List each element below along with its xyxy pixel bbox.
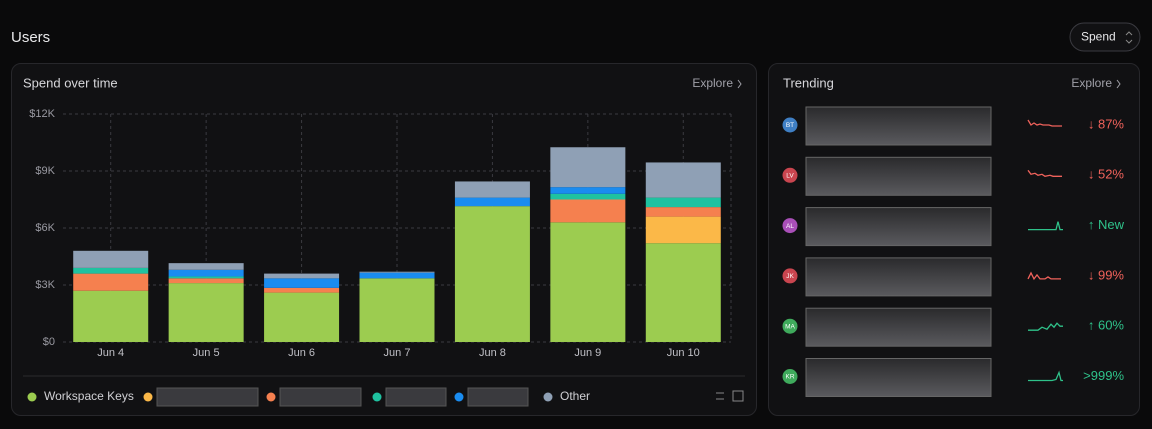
sparkline (1027, 119, 1062, 127)
bar-segment (168, 283, 244, 342)
redacted-label (279, 387, 362, 407)
bar-segment (645, 197, 721, 208)
redacted-name (805, 257, 992, 297)
settings-icon[interactable] (716, 392, 724, 400)
redacted-name (805, 358, 992, 397)
redacted-label (385, 387, 447, 407)
trend-change: >999% (1083, 368, 1124, 383)
x-tick-label: Jun 6 (288, 347, 315, 359)
bar-segment (168, 269, 244, 277)
bar-segment (168, 263, 244, 270)
bar-segment (454, 206, 530, 342)
bar-segment (168, 276, 244, 279)
legend-label: Workspace Keys (44, 389, 134, 403)
bar-segment (264, 287, 340, 293)
avatar-initials: JK (786, 273, 794, 280)
bar-segment (73, 250, 149, 268)
bar-segment (454, 181, 530, 198)
avatar (782, 167, 798, 183)
explore-link[interactable]: Explore (1071, 76, 1112, 90)
bar-segment (645, 162, 721, 198)
legend-swatch (266, 392, 276, 402)
bar-segment (73, 273, 149, 291)
x-tick-label: Jun 4 (97, 347, 124, 359)
sparkline (1028, 221, 1063, 231)
avatar (782, 318, 798, 334)
bar-segment (264, 273, 340, 279)
x-tick-label: Jun 5 (193, 347, 220, 359)
bar-segment (454, 197, 530, 207)
avatar-initials: MA (785, 323, 795, 330)
legend-label: Other (560, 389, 590, 403)
redacted-name (805, 156, 992, 196)
explore-link[interactable]: Explore (692, 76, 733, 90)
redacted-label (467, 387, 529, 407)
trend-change: ↓ 52% (1088, 167, 1125, 182)
legend-swatch (454, 392, 464, 402)
bar-segment (645, 243, 721, 342)
trend-change: ↓ 99% (1088, 267, 1125, 282)
y-tick-label: $12K (29, 108, 55, 120)
y-tick-label: $6K (35, 222, 55, 234)
redacted-name (805, 307, 992, 347)
avatar-initials: BT (786, 122, 794, 129)
trend-change: ↑ 60% (1088, 318, 1125, 333)
avatar (782, 117, 798, 133)
bar-segment (73, 267, 149, 274)
redacted-name (805, 207, 992, 247)
avatar (782, 369, 798, 384)
avatar-initials: KR (785, 374, 794, 381)
y-tick-label: $9K (35, 165, 55, 177)
legend-swatch (372, 392, 382, 402)
legend-swatch (543, 392, 553, 402)
y-tick-label: $3K (35, 279, 55, 291)
chevron (1116, 79, 1121, 89)
chart-title: Spend over time (23, 75, 118, 90)
y-tick-label: $0 (43, 336, 55, 348)
bar-segment (359, 271, 435, 273)
redacted-name (805, 106, 992, 146)
spend-select[interactable] (1069, 22, 1141, 52)
avatar-initials: AL (786, 223, 794, 230)
bar-segment (264, 278, 340, 288)
bar-segment (645, 207, 721, 217)
select-icon (1125, 31, 1133, 44)
trending-title: Trending (783, 75, 834, 90)
bar-segment (550, 187, 626, 194)
legend-swatch (143, 392, 153, 402)
bar-segment (550, 222, 626, 342)
bar-segment (550, 193, 626, 200)
bar-segment (359, 278, 435, 342)
sparkline (1027, 271, 1061, 281)
x-tick-label: Jun 7 (384, 347, 411, 359)
select-label: Spend (1081, 30, 1116, 44)
chart-card (11, 63, 757, 416)
legend-swatch (27, 392, 37, 402)
trend-change: ↑ New (1088, 217, 1125, 232)
x-tick-label: Jun 10 (667, 347, 700, 359)
bar-segment (645, 216, 721, 244)
bar-segment (73, 290, 149, 342)
avatar (782, 268, 798, 284)
bar-segment (550, 199, 626, 223)
sparkline (1028, 322, 1063, 331)
page-title: Users (11, 29, 50, 46)
bar-segment (550, 147, 626, 188)
bar-segment (264, 292, 340, 342)
panel-icon[interactable] (732, 390, 744, 402)
x-tick-label: Jun 8 (479, 347, 506, 359)
redacted-label (156, 387, 259, 407)
bar-segment (359, 272, 435, 279)
bar-segment (168, 278, 244, 284)
trend-change: ↓ 87% (1088, 116, 1125, 131)
avatar (782, 218, 798, 234)
avatar-initials: LV (786, 173, 794, 180)
sparkline (1028, 370, 1063, 382)
x-tick-label: Jun 9 (574, 347, 601, 359)
sparkline (1027, 169, 1062, 177)
chevron (737, 79, 742, 89)
